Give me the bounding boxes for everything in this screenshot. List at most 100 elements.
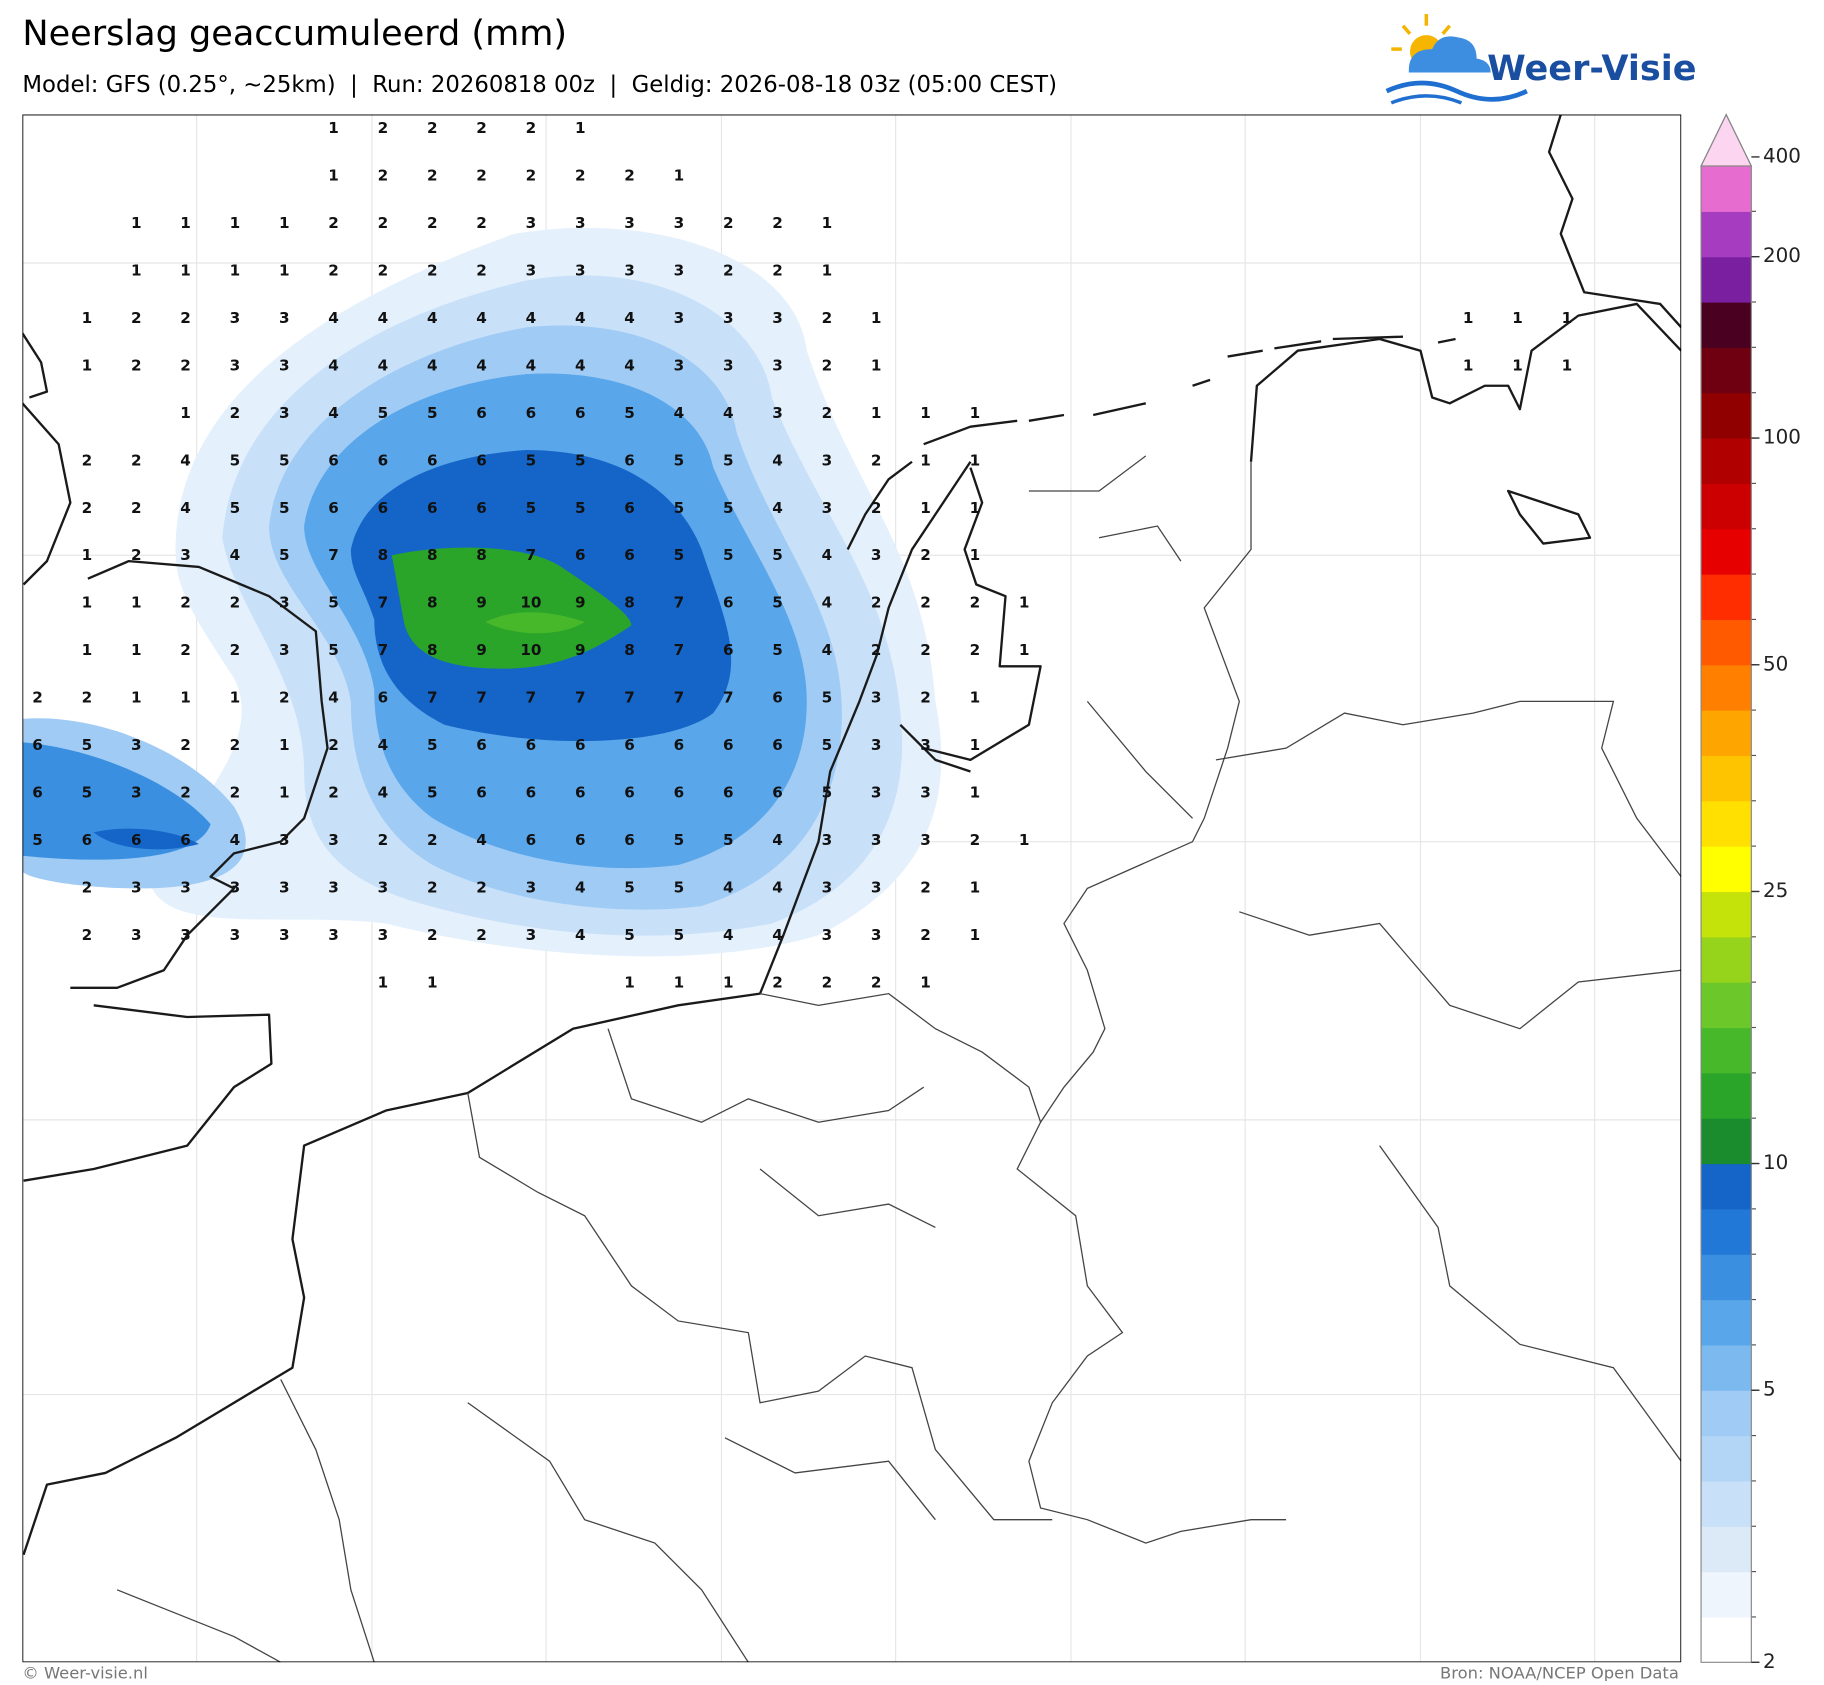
grid-value: 3 [526,878,537,896]
grid-value: 2 [180,309,191,327]
grid-value: 2 [476,119,487,137]
grid-value: 5 [624,926,635,944]
grid-value: 1 [822,261,833,279]
grid-value: 2 [822,309,833,327]
grid-value: 1 [1512,356,1523,374]
grid-value: 2 [32,689,43,707]
colorbar-band [1701,574,1752,621]
grid-value: 3 [772,356,783,374]
grid-value: 2 [427,167,438,185]
grid-value: 2 [822,404,833,422]
grid-value: 3 [575,261,586,279]
colorbar-tick-label: 10 [1763,1151,1788,1174]
grid-value: 6 [526,784,537,802]
grid-value: 6 [32,784,43,802]
grid-value: 6 [624,784,635,802]
grid-value: 6 [575,736,586,754]
grid-value: 5 [624,878,635,896]
colorbar-tick-label: 5 [1763,1378,1776,1401]
grid-value: 6 [526,404,537,422]
grid-value: 1 [871,309,882,327]
map: 1 2 2 2 2 1 1 2 2 2 2 2 2 1 1 1 1 1 2 2 2 2 3 3 3 3 2 2 1 1 1 1 1 2 2 2 2 3 3 3… [22,114,1682,1663]
grid-value: 2 [970,831,981,849]
grid-value: 6 [624,736,635,754]
grid-value: 3 [871,689,882,707]
grid-value: 1 [871,404,882,422]
grid-value: 2 [328,784,339,802]
grid-value: 5 [772,546,783,564]
grid-value: 5 [230,499,241,517]
grid-value: 2 [871,973,882,991]
grid-value: 5 [230,451,241,469]
grid-value: 4 [575,309,586,327]
grid-value: 5 [822,736,833,754]
grid-value: 3 [279,831,290,849]
grid-value: 6 [378,689,389,707]
colorbar-band [1701,1163,1752,1210]
grid-value: 3 [723,356,734,374]
grid-value: 3 [871,736,882,754]
grid-value: 4 [526,309,537,327]
colorbar-tick-label: 50 [1763,652,1788,675]
grid-value: 1 [970,546,981,564]
grid-value: 6 [131,831,142,849]
grid-value: 4 [427,309,438,327]
grid-value: 2 [822,973,833,991]
grid-value: 3 [871,831,882,849]
colorbar-tick-label: 400 [1763,144,1801,167]
grid-value: 6 [772,736,783,754]
grid-value: 3 [279,594,290,612]
grid-value: 3 [624,261,635,279]
grid-value: 2 [378,831,389,849]
grid-value: 3 [378,926,389,944]
grid-value: 4 [723,926,734,944]
grid-value: 1 [970,499,981,517]
grid-value: 4 [378,356,389,374]
coastlines [22,114,1682,1556]
grid-value: 1 [230,261,241,279]
colorbar-band [1701,1526,1752,1573]
grid-value: 6 [575,784,586,802]
grid-value: 2 [970,594,981,612]
grid-value: 2 [230,594,241,612]
colorbar-band [1701,256,1752,303]
grid-value: 4 [575,356,586,374]
grid-value: 2 [476,878,487,896]
grid-value: 1 [822,214,833,232]
grid-value: 1 [970,784,981,802]
grid-value: 4 [180,499,191,517]
grid-value: 2 [82,878,93,896]
grid-value: 6 [427,451,438,469]
grid-value: 4 [575,878,586,896]
grid-value: 4 [772,451,783,469]
grid-value: 6 [378,499,389,517]
colorbar-tick-label: 2 [1763,1650,1776,1673]
grid-value: 1 [131,641,142,659]
grid-value: 2 [920,689,931,707]
grid-value: 6 [82,831,93,849]
grid-value: 6 [378,451,389,469]
grid-value: 3 [131,736,142,754]
grid-value: 1 [970,926,981,944]
grid-value: 2 [378,261,389,279]
grid-value: 6 [575,546,586,564]
colorbar-extend-arrow [1700,113,1753,167]
grid-value: 1 [970,404,981,422]
grid-value: 9 [476,594,487,612]
grid-value: 7 [328,546,339,564]
grid-value: 3 [230,926,241,944]
grid-value: 4 [674,404,685,422]
grid-value: 3 [131,784,142,802]
grid-value: 3 [871,784,882,802]
grid-value: 5 [82,736,93,754]
grid-value: 8 [476,546,487,564]
grid-value: 1 [1019,831,1030,849]
grid-value: 4 [575,926,586,944]
grid-value: 8 [624,641,635,659]
grid-value: 2 [230,736,241,754]
grid-value: 6 [476,451,487,469]
grid-value: 7 [575,689,586,707]
grid-value: 2 [131,356,142,374]
grid-value: 2 [526,167,537,185]
